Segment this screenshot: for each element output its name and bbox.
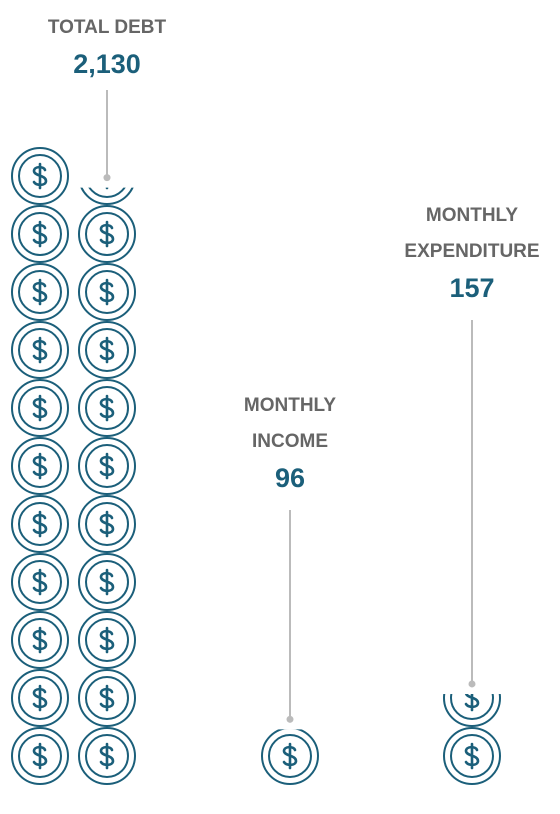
coin-symbol [32,626,48,654]
coin-inner [85,386,129,430]
coin-inner [85,676,129,720]
coin-symbol [32,278,48,306]
coin-inner [18,618,62,662]
coin-symbol [32,684,48,712]
coin-inner [18,444,62,488]
item-value: 96 [274,463,306,493]
coin-symbol [32,394,48,422]
coin-symbol [99,742,115,770]
coin-stack [11,147,136,785]
coin-symbol [99,394,115,422]
coin-symbol [99,452,115,480]
coin-inner [450,734,494,778]
coin-symbol [32,568,48,596]
coin-symbol [99,510,115,538]
item-label: MONTHLY EXPENDITURE [404,205,540,262]
item-label: TOTAL DEBT [47,17,167,38]
coin-stack [261,729,319,785]
coin-part [443,693,501,727]
coin-inner [18,502,62,546]
connector-dot [103,174,111,182]
coin-symbol [99,278,115,306]
coin-symbol [32,742,48,770]
coin-symbol [99,684,115,712]
coin-symbol [282,742,298,770]
coin-inner [85,502,129,546]
coin-inner [18,560,62,604]
coin-symbol [464,693,480,712]
coin-inner [18,328,62,372]
coin-symbol [32,220,48,248]
coin-inner [88,187,126,198]
coin-inner [18,154,62,198]
coin-inner [85,328,129,372]
coin-inner [18,734,62,778]
coin-part [80,187,134,205]
coin-inner [85,734,129,778]
coin-inner [450,693,494,720]
coin-symbol [32,336,48,364]
coin-inner [85,270,129,314]
coin-symbol [32,452,48,480]
coin-stack [443,693,501,785]
coin-symbol [32,162,48,190]
coin-symbol [99,220,115,248]
coin-symbol [99,626,115,654]
coin-inner [85,212,129,256]
coin-inner [18,676,62,720]
connector-dot [468,680,476,688]
item-value: 157 [449,273,495,303]
connector-dot [286,715,294,723]
coin-symbol [464,742,480,770]
coin-inner [18,386,62,430]
coin-inner [18,212,62,256]
coin-inner [85,444,129,488]
coin-inner [85,560,129,604]
coin-inner [85,618,129,662]
coin-part [261,729,319,785]
coin-symbol [99,568,115,596]
coin-symbol [32,510,48,538]
coin-inner [18,270,62,314]
item-value: 2,130 [73,49,141,79]
coin-inner [268,734,312,778]
coin-symbol [99,336,115,364]
item-label: MONTHLY INCOME [243,395,337,452]
